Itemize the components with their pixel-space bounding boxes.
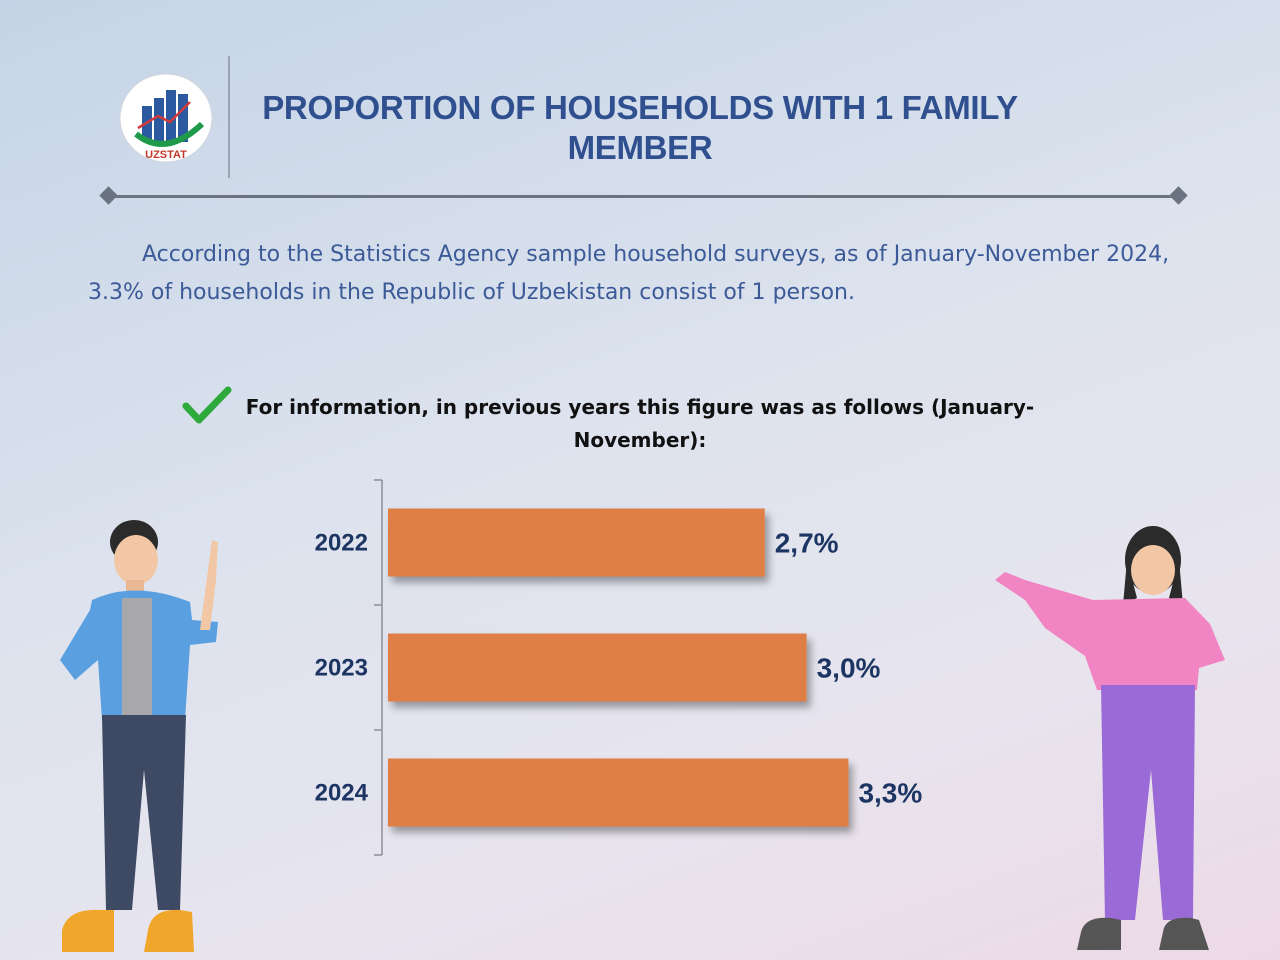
bar-2024 — [388, 758, 849, 827]
bar-chart: 2022 2,7% 2023 3,0% 2024 3,3% — [315, 479, 922, 856]
title-divider — [108, 195, 1180, 198]
man-illustration — [60, 520, 218, 952]
checkmark-icon — [182, 386, 232, 424]
page-title: PROPORTION OF HOUSEHOLDS WITH 1 FAMILY M… — [262, 89, 1018, 166]
category-label: 2022 — [315, 530, 368, 557]
category-label: 2023 — [315, 655, 368, 682]
data-label: 3,3% — [858, 778, 922, 809]
uzstat-logo: UZSTAT — [119, 73, 213, 163]
logo-text: UZSTAT — [145, 149, 187, 161]
divider-left-dot — [99, 186, 118, 205]
woman-illustration — [995, 526, 1225, 950]
data-label: 3,0% — [817, 653, 881, 684]
intro-paragraph: According to the Statistics Agency sampl… — [88, 242, 1170, 305]
data-label: 2,7% — [775, 528, 839, 559]
title-separator — [228, 56, 230, 178]
bar-2023 — [388, 633, 807, 702]
info-note: For information, in previous years this … — [245, 395, 1035, 452]
divider-right-dot — [1169, 186, 1188, 205]
category-label: 2024 — [315, 780, 369, 807]
bar-2022 — [388, 508, 765, 577]
